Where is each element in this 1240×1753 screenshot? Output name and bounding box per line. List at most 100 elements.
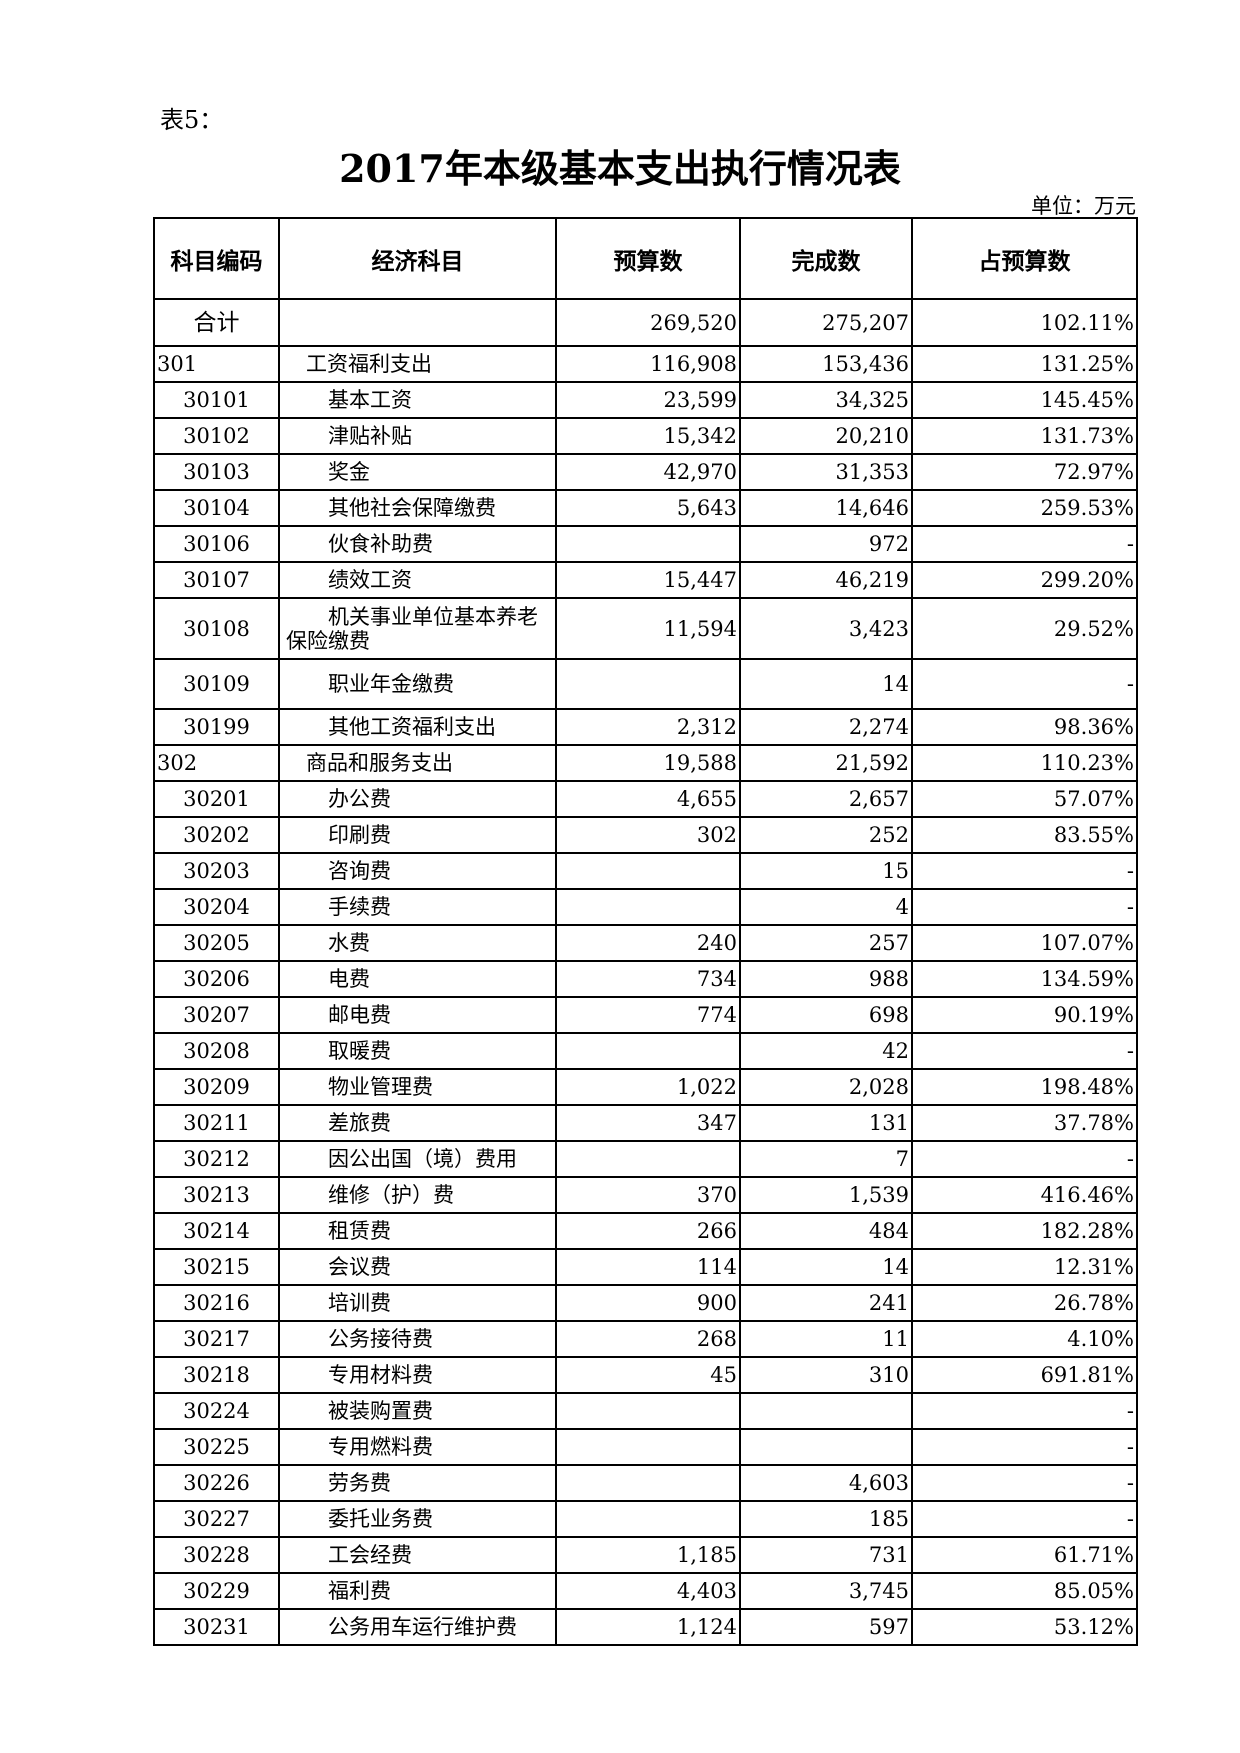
- percent-cell: -: [911, 1032, 1138, 1070]
- budget-cell: [555, 852, 741, 890]
- actual-cell: 275,207: [739, 298, 913, 347]
- percent-cell: 53.12%: [911, 1608, 1138, 1646]
- item-cell: 培训费: [278, 1284, 557, 1322]
- actual-cell: 698: [739, 996, 913, 1034]
- table-row: 30102 津贴补贴 15,342 20,210 131.73%: [153, 417, 1138, 455]
- budget-cell: [555, 1392, 741, 1430]
- actual-cell: 3,745: [739, 1572, 913, 1610]
- percent-cell: 85.05%: [911, 1572, 1138, 1610]
- code-cell: 30226: [153, 1464, 280, 1502]
- code-cell: 30224: [153, 1392, 280, 1430]
- budget-cell: 5,643: [555, 489, 741, 527]
- actual-cell: 731: [739, 1536, 913, 1574]
- code-cell: 30201: [153, 780, 280, 818]
- actual-cell: 2,274: [739, 708, 913, 746]
- code-cell: 30231: [153, 1608, 280, 1646]
- table-row: 30206 电费 734 988 134.59%: [153, 960, 1138, 998]
- budget-cell: 900: [555, 1284, 741, 1322]
- code-cell: 30214: [153, 1212, 280, 1250]
- table-row: 30104 其他社会保障缴费 5,643 14,646 259.53%: [153, 489, 1138, 527]
- percent-cell: 37.78%: [911, 1104, 1138, 1142]
- percent-cell: 4.10%: [911, 1320, 1138, 1358]
- percent-cell: 98.36%: [911, 708, 1138, 746]
- budget-cell: 774: [555, 996, 741, 1034]
- header-percent: 占预算数: [911, 217, 1138, 300]
- budget-cell: 370: [555, 1176, 741, 1214]
- budget-cell: 4,655: [555, 780, 741, 818]
- item-cell: 差旅费: [278, 1104, 557, 1142]
- table-row: 30212 因公出国（境）费用 7-: [153, 1140, 1138, 1178]
- table-row: 30215 会议费 114 14 12.31%: [153, 1248, 1138, 1286]
- percent-cell: 145.45%: [911, 381, 1138, 419]
- item-cell: 物业管理费: [278, 1068, 557, 1106]
- actual-cell: 14,646: [739, 489, 913, 527]
- table-row: 30208 取暖费 42-: [153, 1032, 1138, 1070]
- table-row: 301 工资福利支出 116,908 153,436 131.25%: [153, 345, 1138, 383]
- actual-cell: 34,325: [739, 381, 913, 419]
- budget-cell: [555, 525, 741, 563]
- item-cell: 其他社会保障缴费: [278, 489, 557, 527]
- budget-cell: 1,022: [555, 1068, 741, 1106]
- budget-cell: 1,185: [555, 1536, 741, 1574]
- budget-cell: 302: [555, 816, 741, 854]
- budget-cell: 2,312: [555, 708, 741, 746]
- item-cell: 公务用车运行维护费: [278, 1608, 557, 1646]
- item-cell: 机关事业单位基本养老保险缴费: [278, 597, 557, 660]
- code-cell: 30106: [153, 525, 280, 563]
- table-row: 30213 维修（护）费 370 1,539 416.46%: [153, 1176, 1138, 1214]
- percent-cell: -: [911, 1392, 1138, 1430]
- actual-cell: [739, 1392, 913, 1430]
- item-cell: 伙食补助费: [278, 525, 557, 563]
- percent-cell: 416.46%: [911, 1176, 1138, 1214]
- header-actual: 完成数: [739, 217, 913, 300]
- actual-cell: 4: [739, 888, 913, 926]
- percent-cell: 29.52%: [911, 597, 1138, 660]
- actual-cell: 4,603: [739, 1464, 913, 1502]
- table-row: 30216 培训费 900 241 26.78%: [153, 1284, 1138, 1322]
- item-cell: 咨询费: [278, 852, 557, 890]
- budget-cell: [555, 1464, 741, 1502]
- item-cell: 绩效工资: [278, 561, 557, 599]
- actual-cell: 153,436: [739, 345, 913, 383]
- code-cell: 30205: [153, 924, 280, 962]
- code-cell: 30225: [153, 1428, 280, 1466]
- item-cell: 委托业务费: [278, 1500, 557, 1538]
- code-cell: 30229: [153, 1572, 280, 1610]
- code-cell: 30211: [153, 1104, 280, 1142]
- percent-cell: 110.23%: [911, 744, 1138, 782]
- actual-cell: 20,210: [739, 417, 913, 455]
- item-cell: 水费: [278, 924, 557, 962]
- code-cell: 30203: [153, 852, 280, 890]
- budget-cell: [555, 658, 741, 710]
- actual-cell: 3,423: [739, 597, 913, 660]
- percent-cell: 107.07%: [911, 924, 1138, 962]
- actual-cell: 185: [739, 1500, 913, 1538]
- header-row: 科目编码 经济科目 预算数 完成数 占预算数: [153, 217, 1138, 300]
- table-row: 30199 其他工资福利支出 2,312 2,274 98.36%: [153, 708, 1138, 746]
- budget-cell: 116,908: [555, 345, 741, 383]
- budget-cell: 266: [555, 1212, 741, 1250]
- percent-cell: 12.31%: [911, 1248, 1138, 1286]
- code-cell: 30202: [153, 816, 280, 854]
- table-row: 30211 差旅费 347 131 37.78%: [153, 1104, 1138, 1142]
- percent-cell: 299.20%: [911, 561, 1138, 599]
- item-cell: 电费: [278, 960, 557, 998]
- page-title: 2017年本级基本支出执行情况表: [339, 146, 901, 191]
- table-row: 30227 委托业务费 185-: [153, 1500, 1138, 1538]
- percent-cell: -: [911, 1464, 1138, 1502]
- budget-cell: 347: [555, 1104, 741, 1142]
- table-row: 30226 劳务费 4,603-: [153, 1464, 1138, 1502]
- item-cell: 职业年金缴费: [278, 658, 557, 710]
- table-row: 30107 绩效工资 15,447 46,219 299.20%: [153, 561, 1138, 599]
- actual-cell: 241: [739, 1284, 913, 1322]
- actual-cell: [739, 1428, 913, 1466]
- actual-cell: 2,028: [739, 1068, 913, 1106]
- actual-cell: 46,219: [739, 561, 913, 599]
- table-row: 30224 被装购置费 -: [153, 1392, 1138, 1430]
- table-row: 30231 公务用车运行维护费 1,124 597 53.12%: [153, 1608, 1138, 1646]
- table-row: 30109 职业年金缴费 14-: [153, 658, 1138, 710]
- percent-cell: 691.81%: [911, 1356, 1138, 1394]
- percent-cell: -: [911, 888, 1138, 926]
- budget-cell: [555, 1032, 741, 1070]
- table-row: 30229 福利费 4,403 3,745 85.05%: [153, 1572, 1138, 1610]
